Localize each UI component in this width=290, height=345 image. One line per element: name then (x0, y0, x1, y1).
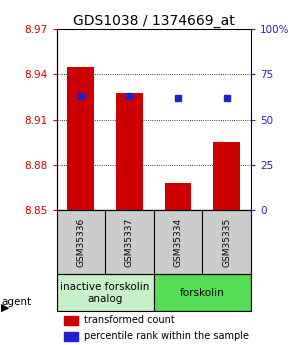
Text: ▶: ▶ (1, 303, 10, 313)
Bar (64, 332, 78, 341)
Bar (57, 275, 154, 311)
Title: GDS1038 / 1374669_at: GDS1038 / 1374669_at (73, 14, 235, 28)
Text: percentile rank within the sample: percentile rank within the sample (84, 331, 249, 341)
Text: inactive forskolin
analog: inactive forskolin analog (60, 282, 150, 304)
Text: transformed count: transformed count (84, 315, 175, 325)
Text: agent: agent (1, 297, 32, 307)
Bar (68, 67, 94, 210)
Bar (64, 316, 78, 325)
Text: GSM35337: GSM35337 (125, 218, 134, 267)
Text: GSM35336: GSM35336 (76, 218, 85, 267)
Bar (213, 142, 240, 210)
Bar (165, 183, 191, 210)
Text: GSM35334: GSM35334 (173, 218, 182, 267)
Bar (116, 92, 143, 210)
Text: forskolin: forskolin (180, 288, 225, 298)
Bar (154, 275, 251, 311)
Text: GSM35335: GSM35335 (222, 218, 231, 267)
